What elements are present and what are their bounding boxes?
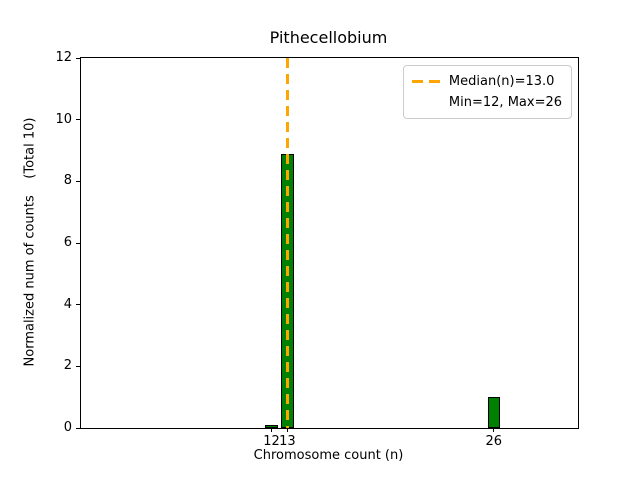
y-tick-mark <box>76 119 80 121</box>
plot-area: 0 2 4 6 8 10 12 12 13 26 Median(n)=13.0 Min=12, M… <box>55 50 579 449</box>
y-tick-label: 8 <box>63 173 72 189</box>
y-tick-mark <box>76 365 80 367</box>
x-tick-mark <box>271 428 272 432</box>
bar-12 <box>265 424 278 428</box>
x-tick-label: 12 <box>263 434 280 449</box>
y-tick-mark <box>76 57 80 59</box>
bar-26 <box>487 397 501 428</box>
x-axis-label: Chromosome count (n) <box>253 448 404 463</box>
y-tick-label: 2 <box>63 358 72 374</box>
x-tick-label: 26 <box>485 434 503 449</box>
legend-item-minmax: Min=12, Max=26 <box>412 92 562 113</box>
chart-title: Pithecellobium <box>269 28 388 47</box>
x-tick-label: 13 <box>279 434 296 449</box>
legend-label-median: Median(n)=13.0 <box>448 74 555 89</box>
y-tick-mark <box>76 180 80 182</box>
x-tick-mark <box>493 428 495 432</box>
y-tick-mark <box>76 242 80 244</box>
median-line <box>285 58 289 428</box>
y-tick-label: 6 <box>63 235 72 250</box>
x-tick-mark <box>286 428 288 432</box>
y-tick-mark <box>76 304 80 306</box>
legend-empty-marker <box>412 101 440 104</box>
legend: Median(n)=13.0 Min=12, Max=26 <box>402 65 572 119</box>
y-tick-label: 0 <box>63 420 72 435</box>
y-tick-label: 10 <box>55 111 72 127</box>
y-tick-label: 4 <box>63 296 72 312</box>
legend-label-minmax: Min=12, Max=26 <box>448 95 562 110</box>
median-dashed-line-icon <box>411 80 440 83</box>
legend-item-median: Median(n)=13.0 <box>411 71 562 92</box>
y-tick-mark <box>76 427 80 429</box>
y-tick-label: 12 <box>55 50 72 65</box>
